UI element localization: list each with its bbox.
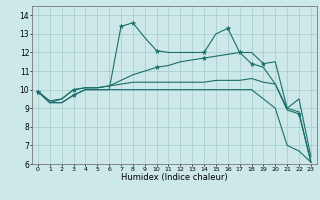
X-axis label: Humidex (Indice chaleur): Humidex (Indice chaleur) <box>121 173 228 182</box>
